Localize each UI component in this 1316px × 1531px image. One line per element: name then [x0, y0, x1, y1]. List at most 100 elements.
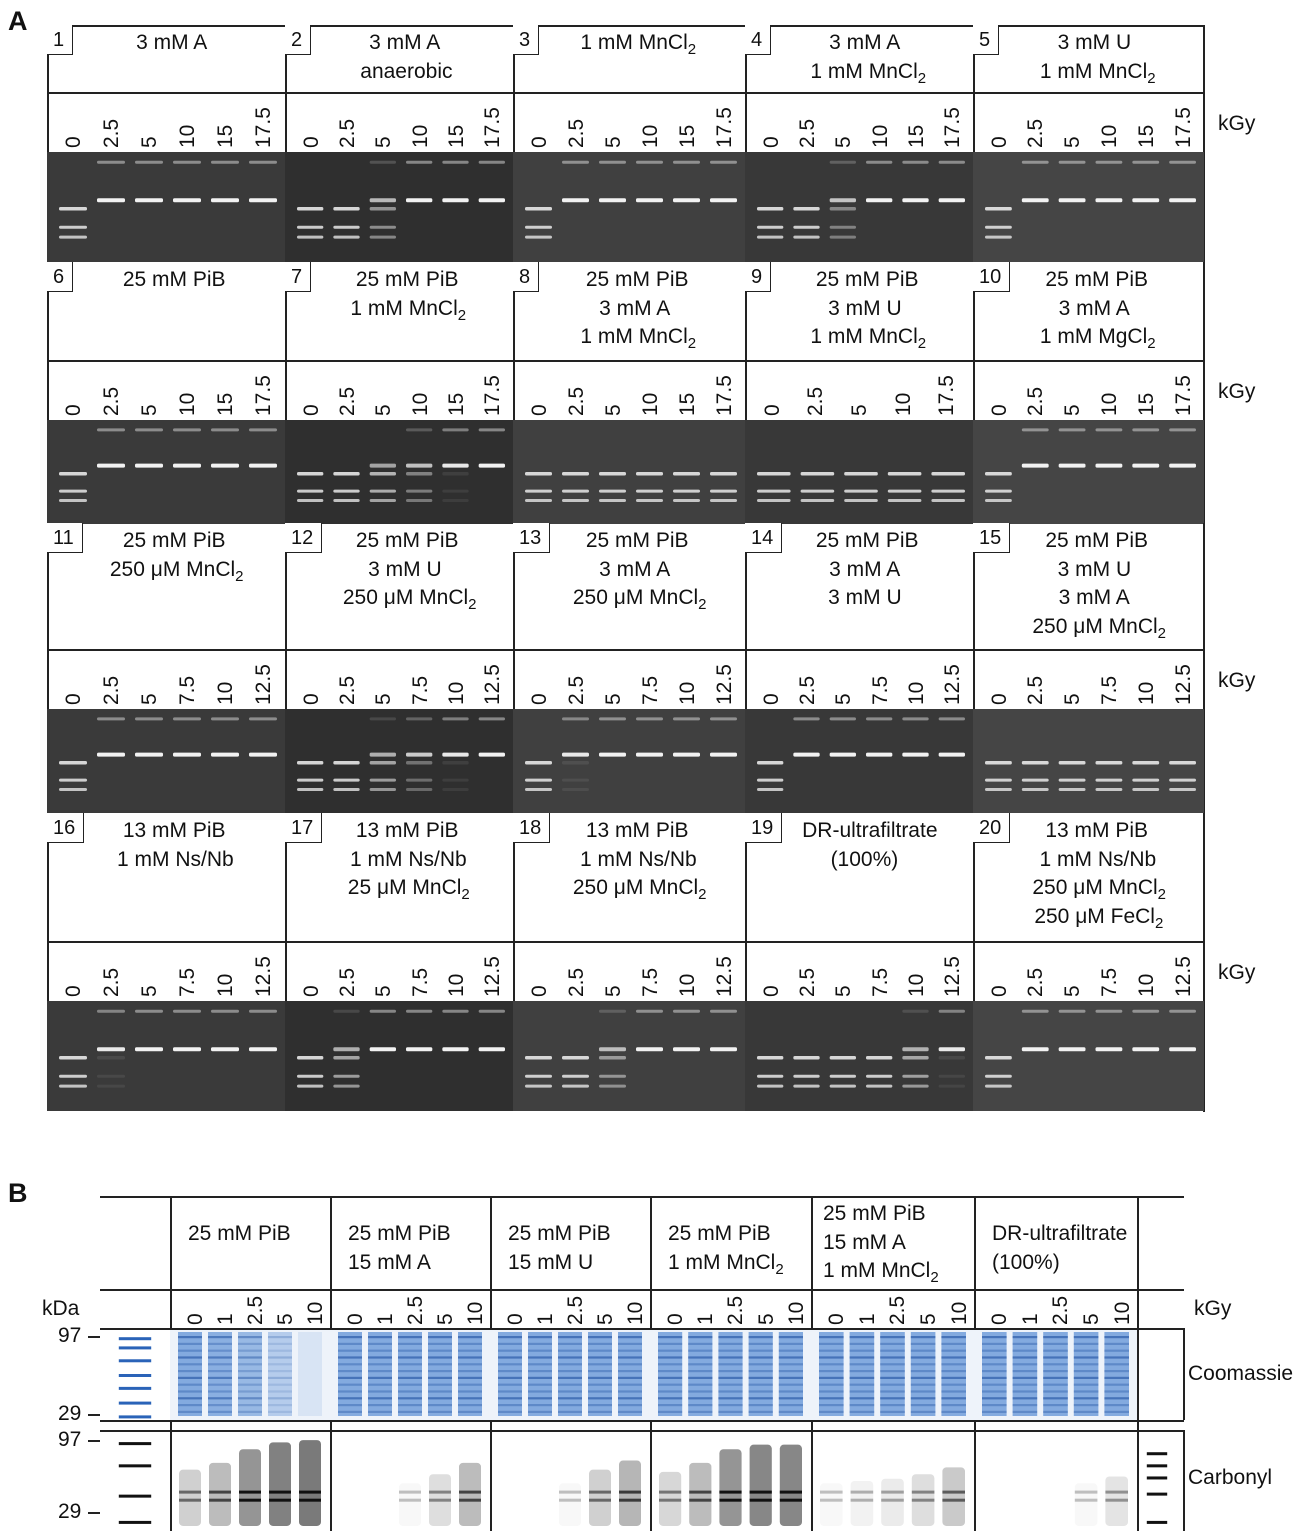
protein-lane [458, 1332, 482, 1416]
protein-band [398, 1336, 422, 1339]
condition-number: 19 [745, 813, 783, 843]
dose-tick-label: 5 [274, 1313, 297, 1325]
group-condition-text: DR-ultrafiltrate [992, 1222, 1128, 1245]
condition-text: 250 μM MnCl2 [342, 586, 477, 614]
dose-tick-label: 10 [175, 392, 199, 416]
dose-tick-label: 1 [214, 1313, 237, 1325]
gel-band [800, 472, 835, 476]
protein-band [941, 1383, 966, 1386]
gel-band [710, 160, 737, 164]
protein-band [588, 1404, 612, 1407]
protein-band [618, 1390, 642, 1393]
cell-border [513, 25, 515, 152]
gel-band [369, 778, 396, 782]
dose-tick-label: 5 [137, 693, 161, 705]
protein-band [941, 1356, 966, 1359]
protein-band [458, 1349, 482, 1352]
dose-tick-label: 10 [1134, 681, 1158, 705]
protein-band [819, 1376, 844, 1379]
protein-band [1104, 1356, 1129, 1359]
dose-tick-label: 5 [434, 1313, 457, 1325]
dose-tick-label: 2.5 [1024, 675, 1048, 705]
dose-tick-label: 0 [987, 404, 1011, 416]
gel-band [406, 160, 433, 164]
gel-image [285, 1001, 513, 1111]
gel-band [1169, 428, 1196, 432]
gel-band [985, 472, 1012, 476]
dose-tick-label: 5 [137, 136, 161, 148]
protein-band [268, 1363, 292, 1366]
carbonyl-band [659, 1498, 682, 1502]
gel-band [1021, 761, 1049, 765]
protein-band [849, 1410, 875, 1413]
ladder-band [118, 1337, 152, 1341]
protein-band [1073, 1404, 1099, 1407]
dose-tick-label: 2.5 [99, 118, 123, 148]
protein-band [618, 1383, 642, 1386]
protein-band [528, 1390, 552, 1393]
protein-band [748, 1376, 773, 1379]
condition-text: 3 mM A [829, 557, 901, 581]
kda-mark: 97 [58, 1428, 82, 1451]
gel-band [1169, 788, 1196, 792]
gel-band [97, 1084, 125, 1088]
gel-band [135, 463, 163, 468]
protein-band [778, 1410, 803, 1413]
condition-number: 18 [513, 813, 551, 843]
protein-band [498, 1404, 522, 1407]
protein-band [849, 1336, 875, 1339]
gel-band [562, 198, 589, 203]
gel-band [1058, 463, 1086, 468]
gel-band [369, 788, 396, 792]
dose-tick-label: 10 [175, 124, 199, 148]
protein-band [368, 1404, 392, 1407]
condition-text: 3 mM A [599, 557, 671, 581]
carbonyl-ladder [118, 1442, 152, 1524]
gel-band [757, 1084, 784, 1088]
carbonyl-band [209, 1490, 231, 1494]
cell-border [973, 25, 975, 152]
protein-band [748, 1349, 773, 1352]
gel-band [793, 225, 820, 229]
gel-top-border [100, 1430, 1137, 1432]
carbonyl-band [1105, 1490, 1128, 1494]
gel-band [636, 472, 663, 476]
protein-band [1043, 1410, 1068, 1413]
panel-b-top-border [100, 1196, 1184, 1198]
condition-text: 3 mM U [1057, 557, 1132, 581]
gel-image [47, 1001, 285, 1111]
protein-band [428, 1397, 452, 1400]
gel-band [59, 472, 87, 476]
carbonyl-band [589, 1490, 611, 1494]
protein-band [588, 1410, 612, 1413]
protein-band [778, 1356, 803, 1359]
protein-lane [849, 1332, 875, 1416]
gel-band [985, 1056, 1012, 1060]
protein-band [982, 1370, 1007, 1373]
protein-band [1043, 1363, 1068, 1366]
protein-lane [588, 1332, 612, 1416]
carbonyl-band [619, 1490, 641, 1494]
condition-text: (100%) [830, 847, 899, 871]
condition-text: 1 mM Ns/Nb [116, 847, 234, 871]
protein-band [268, 1342, 292, 1345]
gel-band [333, 235, 360, 239]
gel-image [973, 152, 1204, 262]
gel-band [1132, 788, 1160, 792]
protein-band [718, 1349, 743, 1352]
protein-band [1043, 1356, 1068, 1359]
protein-band [618, 1376, 642, 1379]
dose-tick-label: 2.5 [99, 967, 123, 997]
protein-band [208, 1383, 232, 1386]
cell-border [1203, 523, 1205, 709]
gel-band [757, 1074, 784, 1078]
protein-band [880, 1404, 905, 1407]
protein-band [1012, 1410, 1038, 1413]
protein-lane [1073, 1332, 1099, 1416]
dose-tick-label: 0 [299, 404, 323, 416]
carbonyl-band [689, 1490, 712, 1494]
gel-band [369, 207, 396, 211]
protein-band [558, 1342, 582, 1345]
dose-tick-label: 5 [832, 693, 856, 705]
row-cond-separator [47, 92, 1205, 94]
